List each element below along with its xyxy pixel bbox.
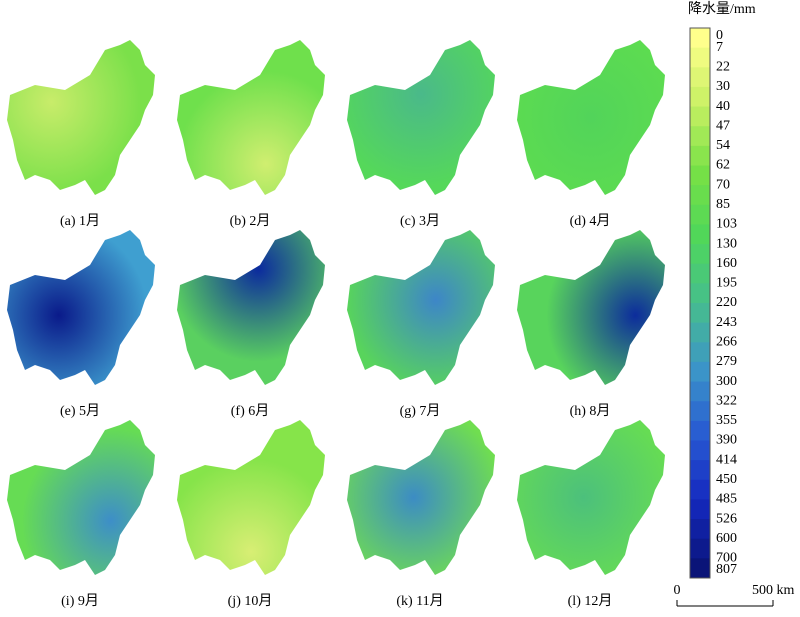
legend-swatch: [690, 47, 710, 68]
panel-caption: (e) 5月: [60, 403, 100, 419]
panel-caption: (a) 1月: [60, 213, 100, 229]
panel-caption: (h) 8月: [570, 403, 611, 419]
legend-swatch: [690, 28, 710, 49]
legend-swatch: [690, 283, 710, 304]
scale-start: 0: [674, 583, 681, 598]
legend-swatch: [690, 322, 710, 343]
legend-swatch: [690, 538, 710, 559]
province-map: [7, 40, 155, 195]
map-panels: (a) 1月 (b) 2月 (c) 3月 (d) 4月 (e) 5月 (f) 6月 (g) …: [7, 40, 665, 609]
legend-swatch: [690, 106, 710, 127]
legend-label: 62: [716, 158, 730, 173]
legend-swatch: [690, 86, 710, 108]
legend-swatch: [690, 558, 710, 579]
legend-label: 355: [716, 413, 737, 428]
legend-label: 414: [716, 452, 737, 467]
panel-caption: (d) 4月: [570, 213, 611, 229]
legend-label: 7: [716, 40, 723, 55]
panel-caption: (b) 2月: [230, 213, 271, 229]
legend-swatch: [690, 460, 710, 481]
legend-swatch: [690, 420, 710, 441]
panel-caption: (c) 3月: [400, 213, 440, 229]
legend-label: 807: [716, 562, 737, 577]
province-map: [7, 230, 155, 385]
province-map: [7, 420, 155, 575]
legend: 降水量/mm 07 22 30 40 47 54 62 70 85 103 130 160 195 220…: [688, 1, 756, 579]
province-map: [347, 420, 495, 575]
legend-label: 195: [716, 276, 737, 291]
province-map: [347, 40, 495, 195]
legend-label: 279: [716, 354, 737, 369]
panel-caption: (f) 6月: [231, 403, 270, 419]
legend-title: 降水量/mm: [688, 1, 756, 17]
legend-label: 30: [716, 79, 730, 94]
legend-label: 220: [716, 295, 737, 310]
legend-swatch: [690, 204, 710, 225]
legend-label: 40: [716, 99, 730, 114]
province-map: [347, 230, 495, 385]
legend-swatch: [690, 224, 710, 245]
panel-caption: (k) 11月: [396, 593, 443, 609]
legend-label: 243: [716, 315, 737, 330]
legend-label: 450: [716, 472, 737, 487]
legend-label: 85: [716, 197, 730, 212]
legend-swatch: [690, 263, 710, 284]
legend-swatch: [690, 126, 710, 147]
legend-label: 0: [716, 28, 723, 43]
legend-label: 700: [716, 551, 737, 566]
legend-swatch: [690, 67, 710, 88]
legend-label: 390: [716, 433, 737, 448]
legend-label: 54: [716, 138, 730, 153]
legend-swatch: [690, 381, 710, 402]
legend-label: 22: [716, 60, 730, 75]
legend-label: 130: [716, 236, 737, 251]
province-map: [517, 230, 665, 385]
legend-label: 322: [716, 393, 737, 408]
legend-swatch: [690, 185, 710, 206]
legend-swatch: [690, 342, 710, 363]
province-map: [177, 40, 325, 195]
scale-end: 500 km: [752, 583, 795, 598]
province-map: [517, 420, 665, 575]
legend-swatch: [690, 244, 710, 265]
legend-label: 160: [716, 256, 737, 271]
legend-swatch: [690, 479, 710, 500]
legend-label: 266: [716, 335, 737, 350]
legend-swatch: [690, 519, 710, 540]
legend-frame: [689, 27, 711, 579]
legend-swatch: [690, 440, 710, 461]
panel-caption: (i) 9月: [61, 593, 99, 609]
legend-label: 70: [716, 177, 730, 192]
legend-label: 600: [716, 531, 737, 546]
legend-label: 526: [716, 511, 737, 526]
legend-swatch: [690, 499, 710, 520]
panel-caption: (g) 7月: [400, 403, 441, 419]
province-map: [177, 230, 325, 385]
province-map: [517, 40, 665, 195]
legend-label: 103: [716, 217, 737, 232]
legend-swatch: [690, 303, 710, 324]
legend-swatch: [690, 145, 710, 166]
panel-caption: (j) 10月: [228, 593, 273, 609]
province-map: [177, 420, 325, 575]
legend-label: 300: [716, 374, 737, 389]
panel-caption: (l) 12月: [568, 593, 613, 609]
legend-swatch: [690, 401, 710, 422]
legend-label: 485: [716, 492, 737, 507]
legend-swatch: [690, 361, 710, 383]
legend-swatch: [690, 165, 710, 186]
legend-label: 47: [716, 118, 730, 133]
scale-bar: 0 500 km: [674, 583, 795, 607]
